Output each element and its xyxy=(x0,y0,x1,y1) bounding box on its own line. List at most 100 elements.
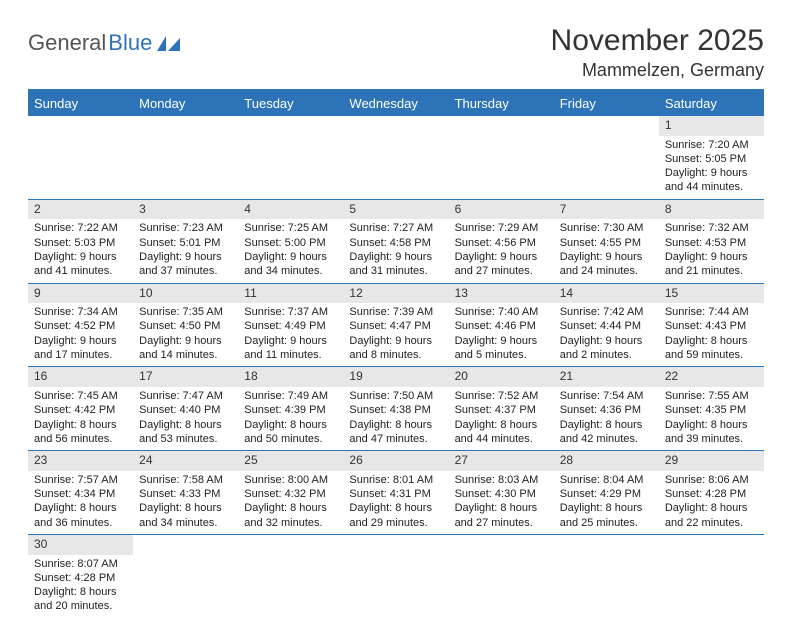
day-number: 2 xyxy=(28,200,133,220)
day-number: 14 xyxy=(554,284,659,304)
day-body xyxy=(133,555,238,561)
calendar-cell: 4Sunrise: 7:25 AMSunset: 5:00 PMDaylight… xyxy=(238,199,343,283)
day-number xyxy=(133,116,238,136)
day-line: and 2 minutes. xyxy=(560,348,653,362)
day-line: Daylight: 9 hours xyxy=(244,334,337,348)
day-line: Sunrise: 8:01 AM xyxy=(349,473,442,487)
calendar-cell: 9Sunrise: 7:34 AMSunset: 4:52 PMDaylight… xyxy=(28,283,133,367)
day-of-week-header: Saturday xyxy=(659,91,764,116)
day-body: Sunrise: 7:32 AMSunset: 4:53 PMDaylight:… xyxy=(659,219,764,282)
day-number xyxy=(554,116,659,136)
sail-icon xyxy=(156,34,182,52)
day-of-week-header: Friday xyxy=(554,91,659,116)
day-of-week-header: Monday xyxy=(133,91,238,116)
calendar-cell: 27Sunrise: 8:03 AMSunset: 4:30 PMDayligh… xyxy=(449,451,554,535)
day-line: Sunset: 4:47 PM xyxy=(349,319,442,333)
day-body xyxy=(133,136,238,142)
day-line: Sunrise: 7:44 AM xyxy=(665,305,758,319)
calendar-table: SundayMondayTuesdayWednesdayThursdayFrid… xyxy=(28,91,764,618)
day-body xyxy=(238,136,343,142)
day-line: Sunrise: 7:29 AM xyxy=(455,221,548,235)
day-body: Sunrise: 8:03 AMSunset: 4:30 PMDaylight:… xyxy=(449,471,554,534)
day-number: 21 xyxy=(554,367,659,387)
day-line: Daylight: 8 hours xyxy=(665,501,758,515)
day-number xyxy=(343,535,448,555)
day-line: Sunset: 4:38 PM xyxy=(349,403,442,417)
day-line: Sunset: 4:28 PM xyxy=(34,571,127,585)
day-line: and 31 minutes. xyxy=(349,264,442,278)
day-number xyxy=(343,116,448,136)
day-body: Sunrise: 7:20 AMSunset: 5:05 PMDaylight:… xyxy=(659,136,764,199)
day-number: 29 xyxy=(659,451,764,471)
day-body: Sunrise: 7:35 AMSunset: 4:50 PMDaylight:… xyxy=(133,303,238,366)
day-line: and 37 minutes. xyxy=(139,264,232,278)
day-body: Sunrise: 8:06 AMSunset: 4:28 PMDaylight:… xyxy=(659,471,764,534)
day-body: Sunrise: 7:39 AMSunset: 4:47 PMDaylight:… xyxy=(343,303,448,366)
day-body: Sunrise: 7:29 AMSunset: 4:56 PMDaylight:… xyxy=(449,219,554,282)
day-line: and 44 minutes. xyxy=(665,180,758,194)
day-line: and 5 minutes. xyxy=(455,348,548,362)
calendar-week: 9Sunrise: 7:34 AMSunset: 4:52 PMDaylight… xyxy=(28,283,764,367)
day-line: Sunrise: 7:22 AM xyxy=(34,221,127,235)
day-line: Sunset: 4:36 PM xyxy=(560,403,653,417)
day-line: Daylight: 8 hours xyxy=(560,418,653,432)
day-line: Daylight: 8 hours xyxy=(34,418,127,432)
day-line: and 14 minutes. xyxy=(139,348,232,362)
day-line: Sunset: 4:35 PM xyxy=(665,403,758,417)
day-body: Sunrise: 7:27 AMSunset: 4:58 PMDaylight:… xyxy=(343,219,448,282)
day-line: Sunset: 4:39 PM xyxy=(244,403,337,417)
calendar-cell xyxy=(133,534,238,617)
day-number: 15 xyxy=(659,284,764,304)
calendar-cell xyxy=(343,534,448,617)
calendar-cell xyxy=(449,534,554,617)
day-line: and 39 minutes. xyxy=(665,432,758,446)
day-line: Sunrise: 8:07 AM xyxy=(34,557,127,571)
day-line: Sunrise: 7:32 AM xyxy=(665,221,758,235)
day-line: and 56 minutes. xyxy=(34,432,127,446)
day-number: 4 xyxy=(238,200,343,220)
day-line: Sunset: 4:28 PM xyxy=(665,487,758,501)
day-number xyxy=(238,116,343,136)
day-body: Sunrise: 7:50 AMSunset: 4:38 PMDaylight:… xyxy=(343,387,448,450)
day-line: Sunrise: 7:47 AM xyxy=(139,389,232,403)
day-body xyxy=(554,555,659,561)
day-body: Sunrise: 7:44 AMSunset: 4:43 PMDaylight:… xyxy=(659,303,764,366)
day-line: Sunrise: 7:55 AM xyxy=(665,389,758,403)
brand-part2: Blue xyxy=(108,30,152,56)
calendar-cell xyxy=(554,534,659,617)
day-number: 9 xyxy=(28,284,133,304)
day-body: Sunrise: 7:52 AMSunset: 4:37 PMDaylight:… xyxy=(449,387,554,450)
day-line: Daylight: 8 hours xyxy=(560,501,653,515)
day-line: Sunset: 4:50 PM xyxy=(139,319,232,333)
day-line: Sunset: 4:43 PM xyxy=(665,319,758,333)
day-line: and 8 minutes. xyxy=(349,348,442,362)
day-body: Sunrise: 8:00 AMSunset: 4:32 PMDaylight:… xyxy=(238,471,343,534)
day-line: Daylight: 9 hours xyxy=(349,250,442,264)
day-line: Sunrise: 7:35 AM xyxy=(139,305,232,319)
calendar-cell: 20Sunrise: 7:52 AMSunset: 4:37 PMDayligh… xyxy=(449,367,554,451)
day-body: Sunrise: 7:45 AMSunset: 4:42 PMDaylight:… xyxy=(28,387,133,450)
day-number: 12 xyxy=(343,284,448,304)
day-line: Daylight: 9 hours xyxy=(34,250,127,264)
calendar-cell: 24Sunrise: 7:58 AMSunset: 4:33 PMDayligh… xyxy=(133,451,238,535)
day-body: Sunrise: 7:58 AMSunset: 4:33 PMDaylight:… xyxy=(133,471,238,534)
calendar-week: 2Sunrise: 7:22 AMSunset: 5:03 PMDaylight… xyxy=(28,199,764,283)
calendar-cell: 23Sunrise: 7:57 AMSunset: 4:34 PMDayligh… xyxy=(28,451,133,535)
day-line: and 53 minutes. xyxy=(139,432,232,446)
calendar-cell: 25Sunrise: 8:00 AMSunset: 4:32 PMDayligh… xyxy=(238,451,343,535)
day-number: 5 xyxy=(343,200,448,220)
day-line: Sunset: 4:52 PM xyxy=(34,319,127,333)
day-line: Daylight: 8 hours xyxy=(349,501,442,515)
day-line: Daylight: 8 hours xyxy=(244,501,337,515)
calendar-cell: 30Sunrise: 8:07 AMSunset: 4:28 PMDayligh… xyxy=(28,534,133,617)
day-body xyxy=(449,555,554,561)
day-line: Sunrise: 7:50 AM xyxy=(349,389,442,403)
day-number: 3 xyxy=(133,200,238,220)
day-line: and 34 minutes. xyxy=(139,516,232,530)
day-line: Daylight: 8 hours xyxy=(665,334,758,348)
brand-logo: General Blue xyxy=(28,24,182,56)
day-number xyxy=(133,535,238,555)
calendar-cell xyxy=(28,116,133,199)
day-line: Sunset: 4:46 PM xyxy=(455,319,548,333)
brand-part1: General xyxy=(28,30,106,56)
